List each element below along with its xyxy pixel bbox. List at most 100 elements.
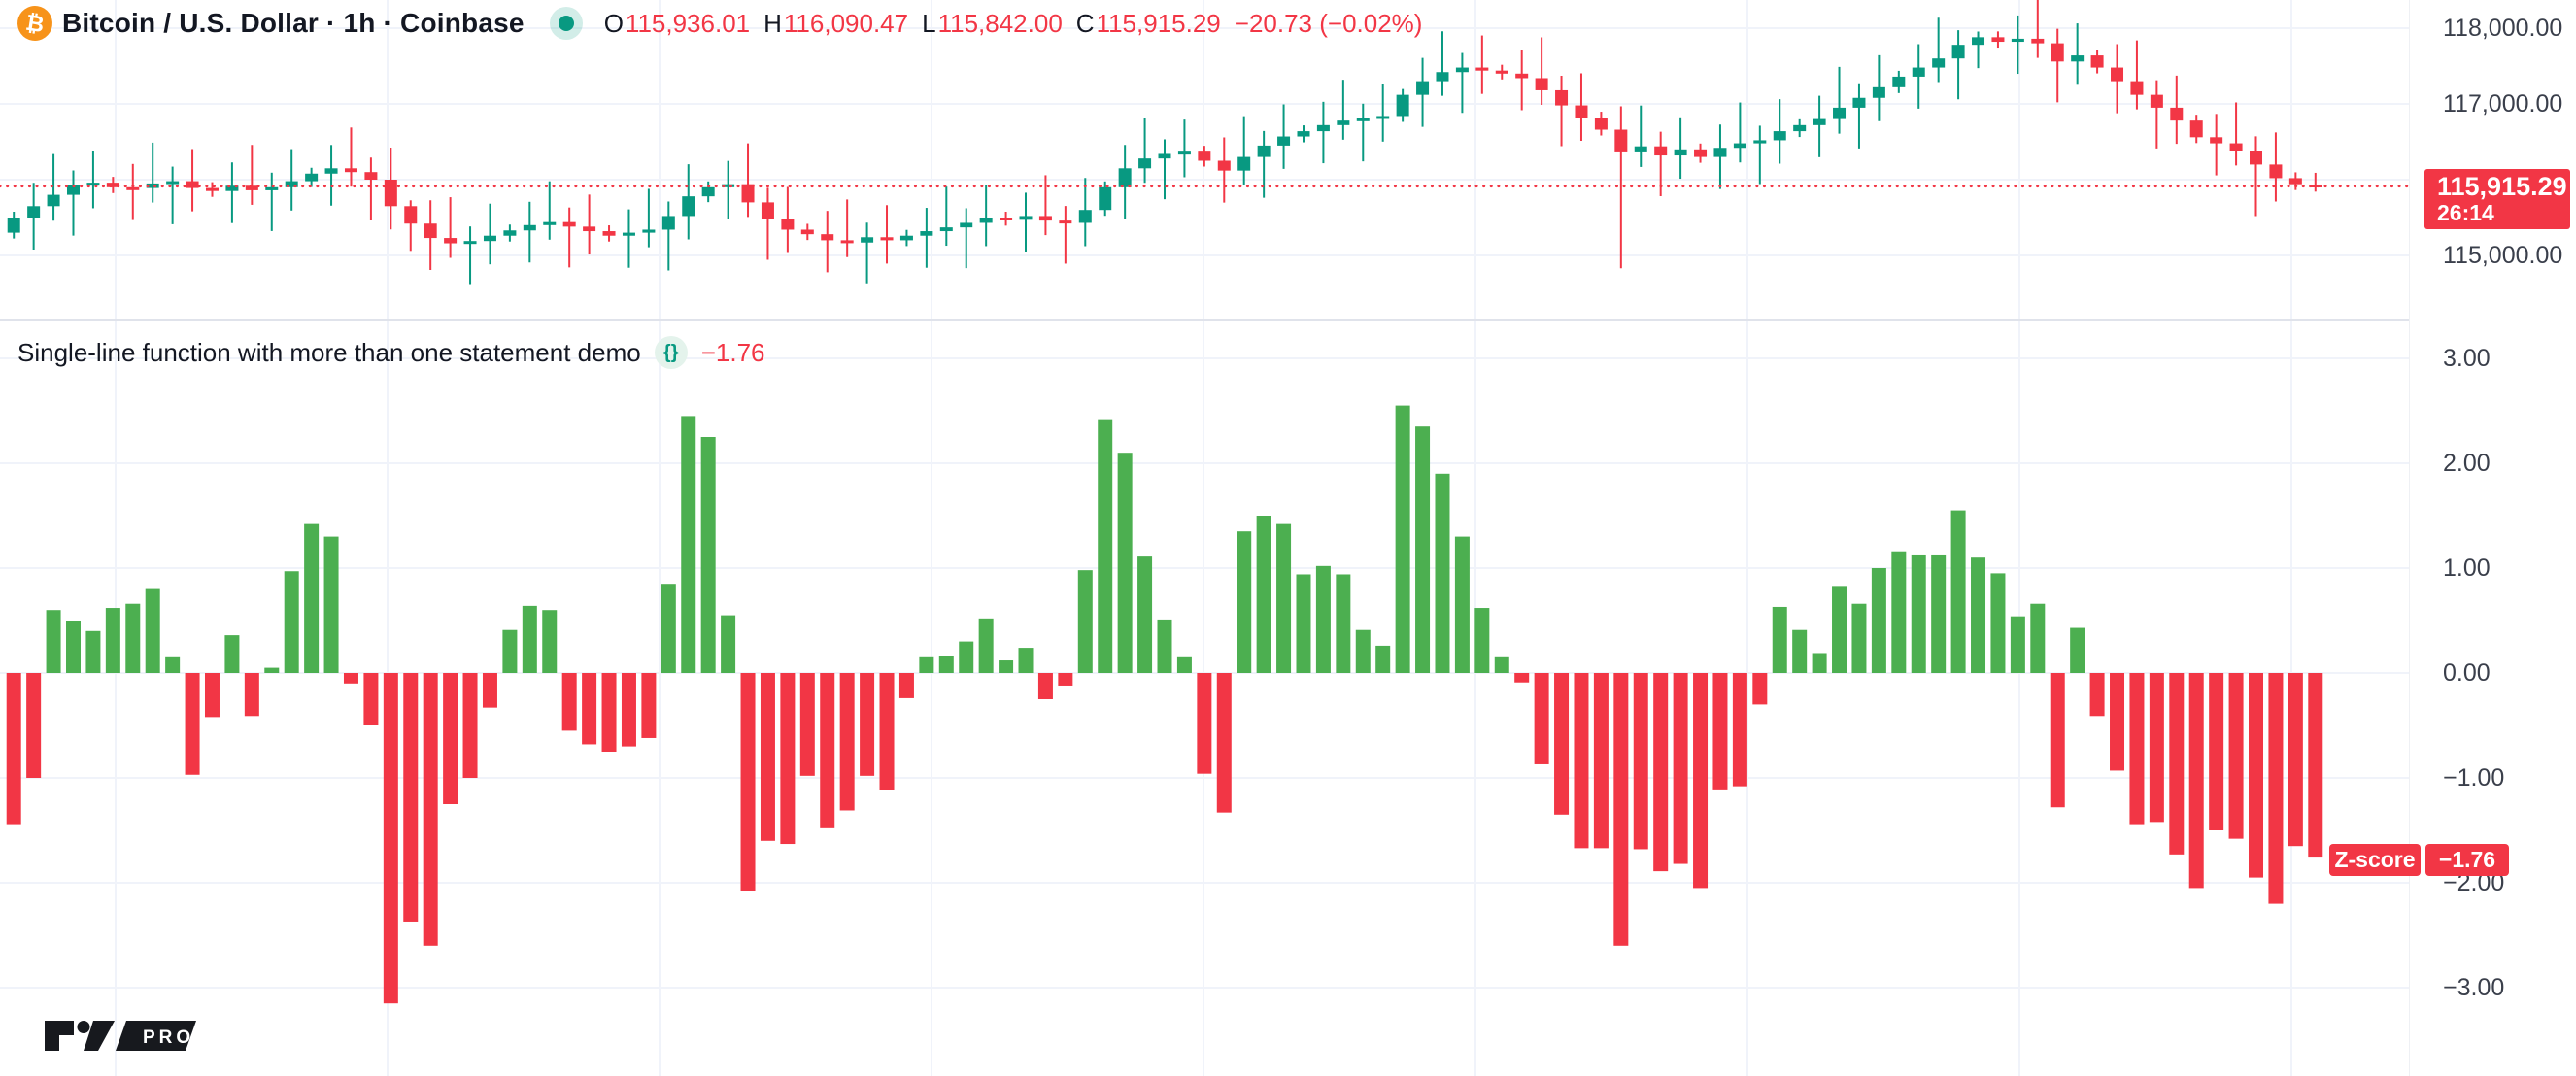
- zscore-histogram-bar: [1931, 554, 1947, 673]
- candle-body: [146, 183, 159, 188]
- zscore-histogram-bar: [343, 673, 358, 684]
- zscore-histogram-bar: [1812, 653, 1827, 673]
- candle-body: [1138, 158, 1152, 169]
- candle-body: [205, 187, 219, 191]
- zscore-histogram-bar: [264, 667, 280, 673]
- candle-body: [1217, 160, 1231, 171]
- candle-body: [2210, 137, 2223, 144]
- candle-body: [642, 229, 656, 233]
- candle-body: [562, 221, 576, 227]
- candle-body: [880, 237, 894, 241]
- zscore-histogram-bar: [46, 610, 61, 673]
- zscore-histogram-bar: [2089, 673, 2105, 717]
- candle-body: [2229, 143, 2243, 151]
- candle-body: [324, 168, 338, 174]
- candle-body: [2150, 94, 2163, 108]
- low-value: 115,842.00: [937, 8, 1063, 38]
- symbol-legend[interactable]: ₿ Bitcoin / U.S. Dollar · 1h · Coinbase …: [15, 3, 1422, 44]
- candle-body: [126, 186, 140, 190]
- candle-body: [66, 185, 80, 195]
- zscore-tick-label: 2.00: [2443, 450, 2491, 477]
- candle-body: [1813, 118, 1826, 125]
- zscore-histogram-bar: [1792, 629, 1808, 673]
- zscore-histogram-bar: [1891, 551, 1907, 673]
- candle-body: [1495, 70, 1508, 74]
- price-scale[interactable]: 118,000.00117,000.00116,000.00115,000.00…: [2409, 0, 2576, 1076]
- indicator-title[interactable]: Single-line function with more than one …: [17, 337, 641, 367]
- zscore-histogram-bar: [6, 673, 21, 825]
- candle-body: [305, 173, 319, 182]
- candle-body: [1951, 45, 1965, 59]
- zscore-histogram-bar: [403, 673, 419, 922]
- candle-body: [1356, 118, 1370, 121]
- candle-body: [1852, 97, 1866, 108]
- close-label: C: [1075, 8, 1095, 38]
- zscore-histogram-bar: [1077, 570, 1093, 673]
- candle-body: [979, 218, 993, 223]
- zscore-histogram-bar: [502, 629, 518, 673]
- candle-body: [1000, 218, 1013, 220]
- braces-icon[interactable]: {}: [654, 336, 688, 369]
- candle-body: [1019, 216, 1033, 220]
- candle-body: [285, 181, 298, 187]
- zscore-histogram-bar: [26, 673, 42, 778]
- zscore-histogram-bar: [1098, 419, 1113, 673]
- zscore-tick-label: 1.00: [2443, 555, 2491, 582]
- zscore-histogram-bar: [1633, 673, 1648, 850]
- last-price-label: 115,915.29 26:14: [2424, 169, 2570, 229]
- zscore-histogram-bar: [700, 437, 716, 673]
- candle-body: [1257, 145, 1271, 157]
- zscore-histogram-bar: [2249, 673, 2264, 878]
- zscore-histogram-bar: [323, 536, 339, 673]
- candle-body: [722, 184, 735, 187]
- candle-body: [2189, 120, 2203, 138]
- candle-body: [1099, 186, 1112, 211]
- candle-body: [741, 184, 755, 203]
- candle-body: [1038, 216, 1052, 221]
- zscore-histogram-bar: [105, 608, 120, 673]
- zscore-histogram-bar: [740, 673, 756, 891]
- zscore-histogram-bar: [1613, 673, 1629, 946]
- zscore-histogram-bar: [839, 673, 855, 811]
- zscore-histogram-bar: [1832, 586, 1847, 673]
- zscore-histogram-bar: [582, 673, 597, 745]
- candle-body: [1078, 210, 1092, 223]
- candle-body: [483, 235, 496, 242]
- indicator-legend[interactable]: Single-line function with more than one …: [17, 334, 765, 371]
- candle-body: [1733, 143, 1746, 149]
- candle-body: [1694, 149, 1708, 157]
- candle-body: [186, 181, 199, 188]
- zscore-histogram-bar: [1693, 673, 1709, 889]
- zscore-histogram-bar: [621, 673, 636, 747]
- zscore-histogram-bar: [1197, 673, 1212, 774]
- zscore-histogram-bar: [542, 610, 558, 673]
- candle-body: [1991, 37, 2005, 43]
- candle-body: [2170, 107, 2184, 121]
- candle-body: [1396, 94, 1409, 117]
- zscore-histogram-bar: [1454, 536, 1470, 673]
- candle-body: [682, 196, 695, 217]
- zscore-histogram-bar: [1355, 629, 1371, 673]
- zscore-histogram-bar: [1176, 656, 1192, 673]
- zscore-histogram-bar: [2169, 673, 2185, 855]
- zscore-histogram-bar: [2188, 673, 2204, 889]
- zscore-histogram-bar: [522, 605, 537, 673]
- zscore-histogram-bar: [462, 673, 478, 778]
- zscore-histogram-bar: [1395, 405, 1410, 673]
- price-tick-label: 117,000.00: [2443, 90, 2563, 118]
- market-status-icon[interactable]: [549, 7, 583, 40]
- candle-body: [1158, 153, 1171, 159]
- tv-mark: [45, 1021, 74, 1051]
- zscore-histogram-bar: [799, 673, 815, 776]
- zscore-histogram-bar: [443, 673, 458, 804]
- zscore-histogram-bar: [2288, 673, 2303, 847]
- symbol-title[interactable]: Bitcoin / U.S. Dollar · 1h · Coinbase: [62, 8, 525, 38]
- zscore-histogram-bar: [1950, 510, 1966, 673]
- zscore-histogram-bar: [482, 673, 497, 708]
- candle-body: [622, 232, 635, 236]
- high-value: 116,090.47: [783, 8, 909, 38]
- candle-body: [543, 221, 557, 225]
- zscore-histogram-bar: [1653, 673, 1669, 872]
